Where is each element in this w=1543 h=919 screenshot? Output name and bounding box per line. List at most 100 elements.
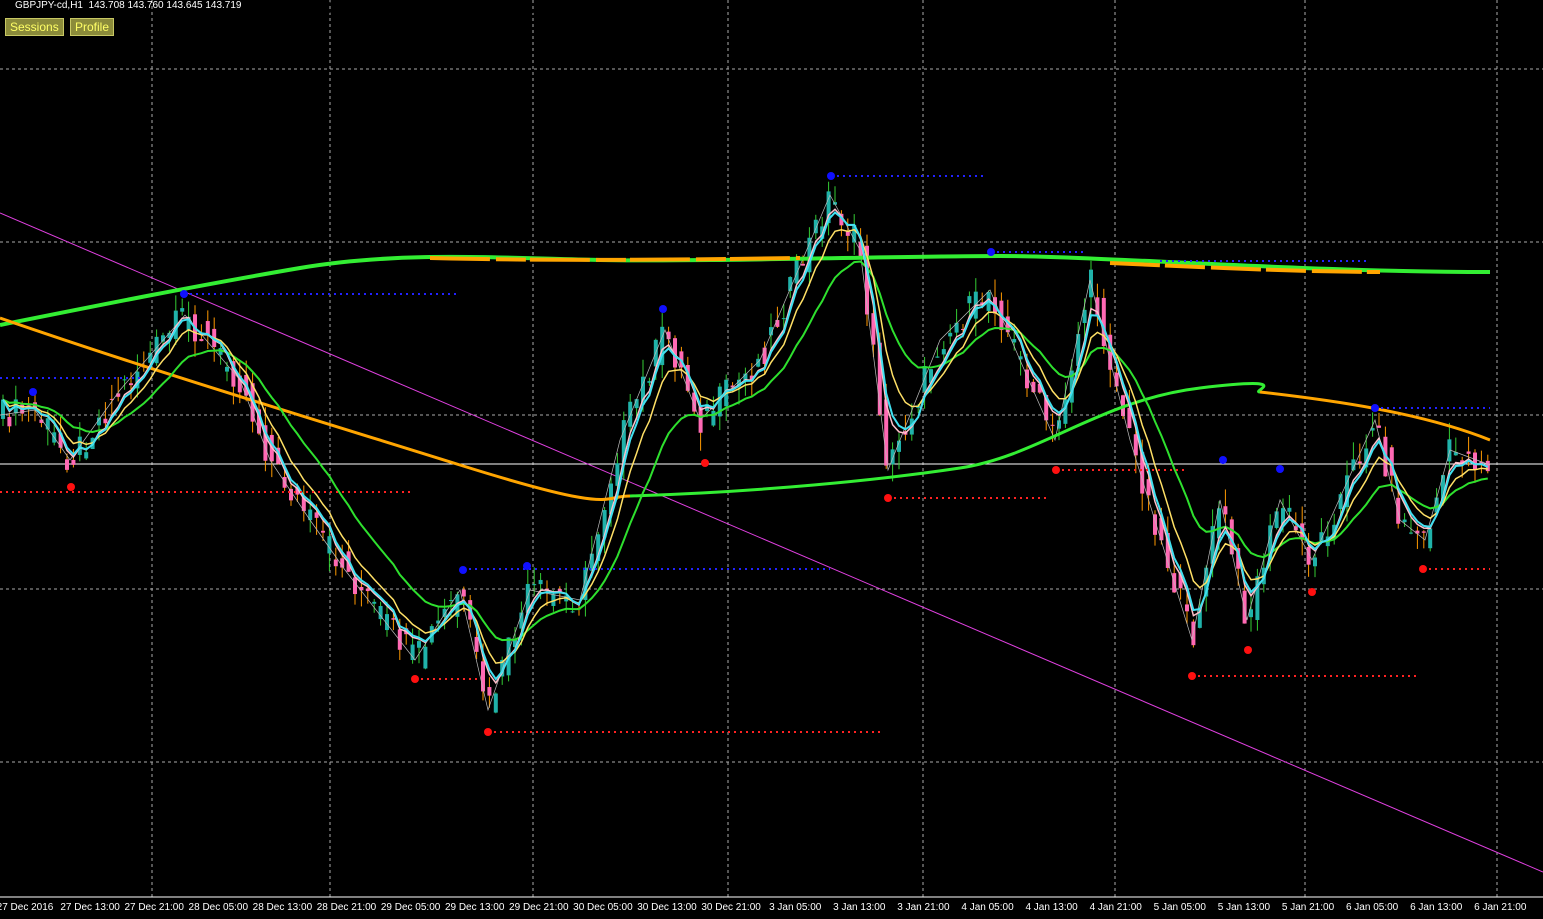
candle-body bbox=[1319, 532, 1324, 542]
candle-body bbox=[1249, 609, 1253, 618]
clock-time: 11:54 bbox=[563, 0, 602, 17]
candle-body bbox=[237, 375, 242, 393]
profile-button[interactable]: Profile bbox=[70, 18, 115, 36]
candle-body bbox=[1159, 518, 1164, 541]
candle-body bbox=[436, 620, 441, 624]
candle-body bbox=[519, 612, 524, 629]
candle-body bbox=[231, 361, 236, 387]
clock-label: London bbox=[624, 0, 678, 17]
candle-body bbox=[39, 419, 44, 423]
candle-body bbox=[442, 608, 447, 617]
candle-body bbox=[1351, 459, 1356, 471]
candle-body bbox=[717, 386, 722, 417]
candle-body bbox=[461, 589, 466, 597]
candle-body bbox=[135, 371, 140, 389]
candle-body bbox=[103, 418, 108, 424]
candle-body bbox=[589, 553, 594, 571]
candle-body bbox=[794, 258, 799, 284]
candle-body bbox=[929, 369, 933, 383]
candle-body bbox=[1031, 381, 1036, 393]
x-tick-label: 30 Dec 21:00 bbox=[701, 902, 761, 913]
clock-label: Tokyo bbox=[509, 0, 551, 17]
x-tick-label: 3 Jan 13:00 bbox=[833, 902, 886, 913]
candle-body bbox=[756, 358, 761, 367]
x-tick-label: 28 Dec 21:00 bbox=[317, 902, 377, 913]
candle-body bbox=[1453, 452, 1458, 456]
candle-body bbox=[122, 379, 127, 381]
candle-body bbox=[711, 410, 716, 426]
candle-body bbox=[941, 349, 946, 355]
candle-body bbox=[743, 373, 748, 381]
candle-body bbox=[570, 611, 575, 613]
candle-body bbox=[65, 459, 69, 470]
candle-body bbox=[263, 425, 268, 461]
candle-body bbox=[1447, 439, 1452, 462]
candle-body bbox=[1146, 479, 1151, 496]
candle-body bbox=[871, 313, 876, 345]
candle-body bbox=[813, 219, 818, 234]
candle-body bbox=[1165, 532, 1170, 568]
candle-body bbox=[1274, 511, 1279, 528]
candle-body bbox=[762, 347, 767, 365]
candle-body bbox=[167, 332, 172, 339]
candle-body bbox=[1306, 546, 1311, 565]
candle-body bbox=[730, 385, 735, 388]
candle-body bbox=[634, 399, 639, 409]
candle-body bbox=[1095, 297, 1100, 317]
candle-body bbox=[359, 586, 364, 591]
candle-body bbox=[410, 644, 415, 661]
candle-body bbox=[308, 509, 313, 521]
candle-body bbox=[673, 338, 677, 368]
candle-body bbox=[397, 629, 402, 650]
candle-body bbox=[545, 588, 549, 590]
clock-label: New York bbox=[749, 0, 817, 17]
candle-body bbox=[481, 661, 485, 692]
candle-body bbox=[961, 328, 965, 330]
candle-body bbox=[1389, 447, 1394, 476]
candle-body bbox=[1377, 425, 1381, 428]
candle-body bbox=[391, 618, 396, 620]
x-tick-label: 29 Dec 13:00 bbox=[445, 902, 505, 913]
candle-body bbox=[660, 326, 665, 366]
candle-body bbox=[749, 375, 754, 381]
x-tick-label: 27 Dec 2016 bbox=[0, 902, 54, 913]
candle-body bbox=[1133, 434, 1138, 456]
candle-body bbox=[186, 316, 191, 331]
candle-body bbox=[148, 352, 153, 363]
candle-body bbox=[877, 342, 882, 415]
candle-body bbox=[225, 366, 229, 372]
candle-body bbox=[1063, 399, 1068, 424]
zigzag bbox=[0, 194, 1491, 712]
candle-body bbox=[1108, 334, 1113, 370]
pivot-dots bbox=[29, 172, 1427, 736]
candle-body bbox=[1287, 507, 1292, 512]
candle-body bbox=[1127, 407, 1132, 429]
candle-body bbox=[980, 302, 985, 305]
x-tick-label: 5 Jan 21:00 bbox=[1282, 902, 1335, 913]
candle-body bbox=[1242, 590, 1247, 624]
candle-body bbox=[1460, 460, 1465, 465]
candle-body bbox=[71, 459, 76, 465]
candle-body bbox=[199, 339, 204, 342]
candle-body bbox=[596, 534, 601, 562]
pivot-levels bbox=[0, 175, 1490, 733]
candle-body bbox=[1441, 475, 1445, 503]
candle-body bbox=[1479, 461, 1484, 464]
candle-body bbox=[1223, 506, 1228, 515]
candle-body bbox=[1409, 532, 1413, 534]
candle-body bbox=[372, 601, 377, 604]
candle-body bbox=[1421, 531, 1426, 533]
candle-body bbox=[1057, 420, 1061, 429]
candle-body bbox=[1364, 448, 1369, 468]
candle-body bbox=[775, 320, 780, 327]
candle-body bbox=[1281, 508, 1285, 525]
candle-body bbox=[474, 636, 479, 652]
candle-body bbox=[621, 420, 626, 463]
candle-body bbox=[1217, 508, 1221, 539]
x-tick-label: 4 Jan 21:00 bbox=[1090, 902, 1143, 913]
x-tick-label: 3 Jan 21:00 bbox=[897, 902, 950, 913]
candle-body bbox=[1178, 572, 1183, 589]
sessions-button[interactable]: Sessions bbox=[5, 18, 64, 36]
candle-body bbox=[353, 577, 357, 595]
